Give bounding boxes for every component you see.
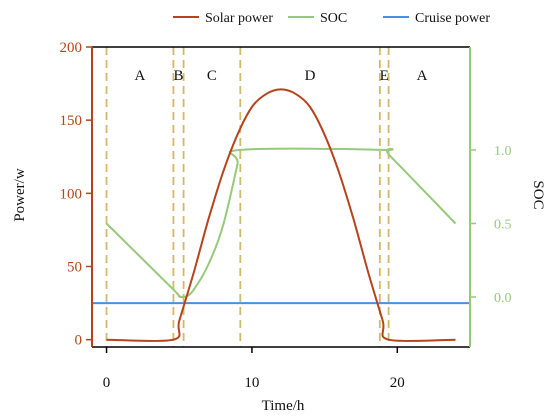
y-right-tick-label-0: 0.0 bbox=[494, 291, 512, 306]
phase-label-3: D bbox=[305, 68, 316, 84]
series-lines bbox=[92, 88, 470, 343]
y-left-tick-label-1: 50 bbox=[67, 260, 82, 276]
phase-label-5: A bbox=[417, 68, 428, 84]
y-right-tick-label-1: 0.5 bbox=[494, 217, 512, 232]
phase-label-0: A bbox=[135, 68, 146, 84]
x-tick-label-0: 0 bbox=[103, 375, 111, 391]
phase-label-2: C bbox=[207, 68, 217, 84]
phase-label-4: E bbox=[380, 68, 389, 84]
legend: Solar power SOC Cruise power bbox=[173, 11, 490, 26]
series-line-solar-power bbox=[106, 88, 456, 343]
y-left-tick-label-2: 100 bbox=[60, 186, 83, 202]
x-tick-label-2: 20 bbox=[390, 375, 405, 391]
y-left-tick-label-4: 200 bbox=[60, 40, 83, 56]
x-axis-label: Time/h bbox=[262, 398, 305, 414]
series-line-soc bbox=[105, 147, 457, 299]
y-left-tick-label-0: 0 bbox=[75, 333, 83, 349]
y-right-tick-label-2: 1.0 bbox=[494, 144, 512, 159]
x-tick-label-1: 10 bbox=[244, 375, 259, 391]
phase-label-1: B bbox=[173, 68, 183, 84]
y-axis-right-label: SOC bbox=[530, 180, 546, 209]
legend-label-2: Cruise power bbox=[415, 11, 490, 26]
y-axis-left-label: Power/w bbox=[12, 168, 28, 221]
legend-label-1: SOC bbox=[320, 11, 347, 26]
legend-label-0: Solar power bbox=[205, 11, 273, 26]
y-left-tick-label-3: 150 bbox=[60, 113, 83, 129]
